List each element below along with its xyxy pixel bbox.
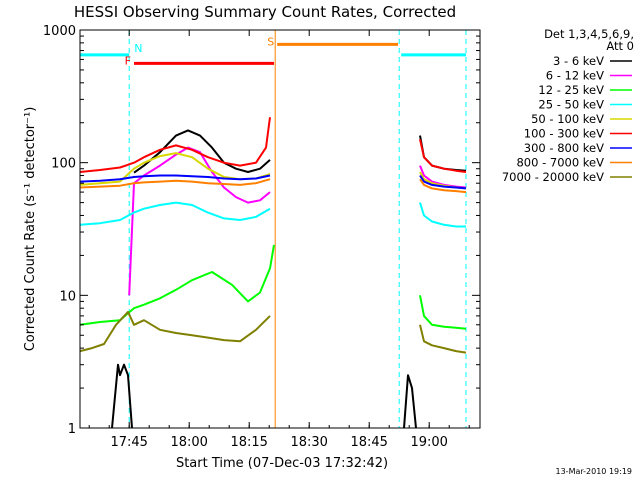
series-0-segment-0 (111, 363, 133, 429)
y-tick-label-3: 1000 (43, 24, 76, 39)
series-6-segment-1 (419, 174, 467, 190)
y-tick-label-2: 100 (51, 157, 76, 172)
legend-header-0: Det 1,3,4,5,6,9, (544, 27, 634, 41)
x-tick-label-5: 19:00 (410, 435, 447, 450)
series-5-segment-1 (419, 139, 467, 173)
legend-entry-7: 800 - 7000 keV (516, 156, 604, 170)
y-tick-label-1: 10 (59, 289, 76, 304)
series-7-segment-1 (419, 178, 467, 194)
series-2-segment-0 (79, 244, 275, 326)
series-0-segment-1 (133, 129, 271, 174)
legend-entry-5: 100 - 300 keV (524, 127, 604, 141)
legend-entry-3: 25 - 50 keV (538, 98, 604, 112)
flag-label-3: S (267, 35, 274, 48)
plot-frame (79, 29, 481, 429)
x-tick-label-4: 18:45 (350, 435, 387, 450)
series-3-segment-0 (79, 201, 271, 226)
x-axis-label: Start Time (07-Dec-03 17:32:42) (176, 456, 388, 471)
flag-label-2: F (125, 54, 131, 67)
legend-entry-6: 300 - 800 keV (524, 141, 604, 155)
x-tick-label-0: 17:45 (110, 435, 147, 450)
y-axis: 1 10 100 1000 (43, 24, 480, 437)
series-lines (79, 117, 467, 429)
legend-entry-4: 50 - 100 keV (531, 112, 604, 126)
legend-header-1: Att 0 (606, 39, 634, 53)
series-1-segment-0 (128, 146, 271, 296)
x-tick-label-3: 18:30 (290, 435, 327, 450)
flag-bars: NF S (80, 35, 466, 67)
legend-entry-2: 12 - 25 keV (538, 83, 604, 97)
series-6-segment-0 (79, 174, 271, 183)
series-0-segment-2 (403, 374, 417, 429)
y-tick-label-0: 1 (68, 422, 76, 437)
flag-label-1: N (134, 42, 142, 55)
x-tick-label-2: 18:15 (230, 435, 267, 450)
series-5-segment-0 (79, 117, 271, 173)
legend-entry-1: 6 - 12 keV (546, 69, 604, 83)
series-2-segment-1 (419, 295, 467, 330)
y-axis-label: Corrected Count Rate (s⁻¹ detector⁻¹) (23, 107, 38, 352)
legend-entry-8: 7000 - 20000 keV (502, 170, 604, 184)
chart-title: HESSI Observing Summary Count Rates, Cor… (74, 3, 456, 21)
footer-date: 13-Mar-2010 19:19 (556, 467, 633, 476)
series-8-segment-1 (419, 324, 467, 354)
series-3-segment-1 (419, 202, 466, 228)
series-0-segment-3 (419, 135, 467, 172)
legend-entry-0: 3 - 6 keV (553, 54, 604, 68)
x-tick-label-1: 18:00 (170, 435, 207, 450)
x-axis: 17:45 18:00 18:15 18:30 18:45 19:00 (88, 30, 470, 450)
series-8-segment-0 (79, 310, 271, 353)
vertical-markers (128, 30, 467, 428)
series-7-segment-0 (79, 178, 271, 189)
